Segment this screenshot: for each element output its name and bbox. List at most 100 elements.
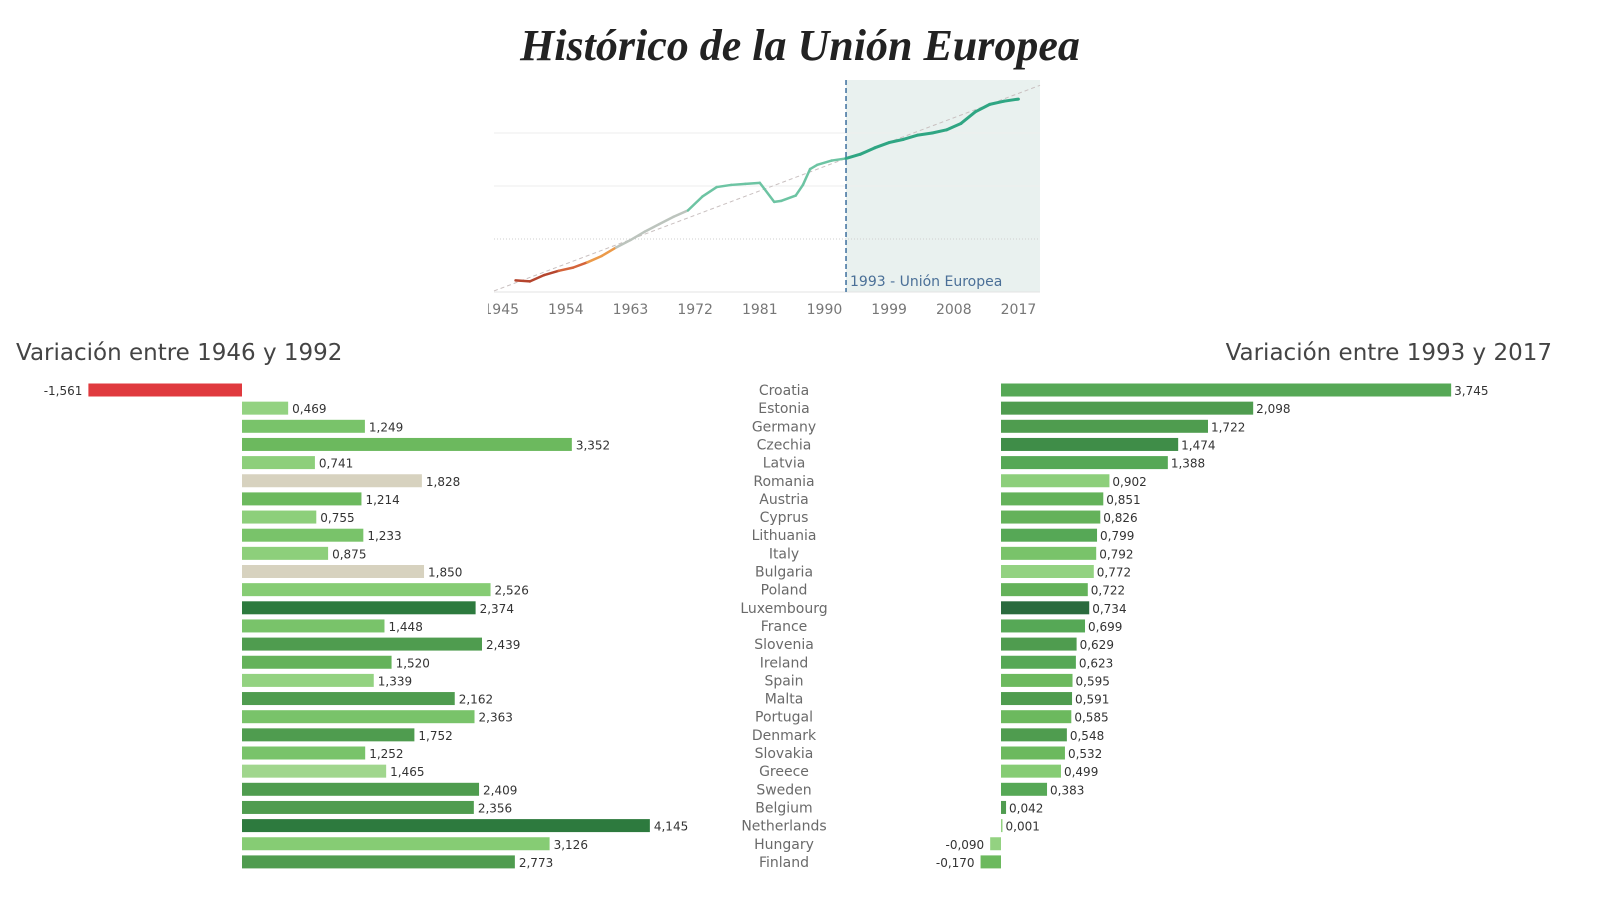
- series-segment: [543, 269, 560, 277]
- country-label: Germany: [752, 419, 816, 435]
- x-tick-label: 1963: [613, 302, 649, 318]
- series-segment: [557, 266, 575, 273]
- left-bar: [242, 728, 415, 742]
- series-segment: [744, 181, 762, 186]
- right-bar: [1001, 819, 1003, 833]
- right-bar-label: 0,772: [1097, 566, 1131, 580]
- x-tick-label: 1981: [742, 302, 778, 318]
- country-label: Romania: [753, 474, 814, 490]
- right-chart-title: Variación entre 1993 y 2017: [1225, 340, 1552, 366]
- left-bar-label: 0,741: [319, 457, 353, 471]
- right-bar: [1001, 474, 1110, 488]
- right-bar-label: 0,548: [1070, 729, 1104, 743]
- right-bar-label: 0,585: [1074, 711, 1108, 725]
- country-label: Netherlands: [741, 819, 826, 835]
- left-bar-label: 0,875: [332, 547, 366, 561]
- x-tick-label: 1990: [807, 302, 843, 318]
- country-label: Spain: [764, 673, 803, 689]
- right-bar-label: 0,623: [1079, 656, 1113, 670]
- series-segment: [701, 185, 718, 198]
- country-label: Cyprus: [760, 510, 809, 526]
- left-bar: [242, 655, 392, 669]
- left-bar: [242, 474, 422, 488]
- right-bar-label: 0,826: [1103, 511, 1137, 525]
- series-segment: [1002, 97, 1020, 103]
- series-segment: [528, 273, 546, 283]
- right-bar: [1001, 492, 1104, 506]
- x-tick-label: 1972: [677, 302, 713, 318]
- series-segment: [973, 102, 992, 114]
- right-bar: [1001, 746, 1065, 760]
- country-label: Bulgaria: [755, 565, 813, 581]
- right-bar: [1001, 437, 1179, 451]
- left-bar-label: 1,339: [378, 674, 412, 688]
- right-bar: [1001, 456, 1168, 470]
- left-bar-label: 1,249: [369, 420, 403, 434]
- right-bar: [1001, 764, 1061, 778]
- series-segment: [514, 279, 532, 283]
- country-label: Malta: [765, 692, 804, 708]
- series-segment: [715, 183, 733, 189]
- left-bar-label: 3,352: [576, 438, 610, 452]
- right-bar: [1001, 637, 1077, 651]
- series-segment: [672, 209, 690, 218]
- series-segment: [600, 246, 618, 258]
- right-bar-label: 0,902: [1112, 475, 1146, 489]
- country-label: Estonia: [758, 401, 810, 417]
- right-bar: [1001, 510, 1101, 524]
- right-bar-label: 0,591: [1075, 693, 1109, 707]
- left-bar-label: 2,162: [459, 693, 493, 707]
- right-bar: [1001, 528, 1098, 542]
- series-segment: [586, 254, 604, 264]
- left-chart-title: Variación entre 1946 y 1992: [16, 340, 343, 366]
- right-bar: [1001, 383, 1452, 397]
- series-segment: [830, 157, 848, 162]
- series-segment: [873, 141, 891, 150]
- left-bar-label: 3,126: [554, 838, 588, 852]
- left-bar: [242, 637, 482, 651]
- right-bar-label: 2,098: [1256, 402, 1290, 416]
- left-bar-label: 2,526: [495, 584, 529, 598]
- series-segment: [629, 230, 647, 242]
- series-segment: [780, 194, 797, 203]
- left-bar-label: 4,145: [654, 820, 688, 834]
- left-bar-label: 2,356: [478, 801, 512, 815]
- right-bar-label: 0,792: [1099, 547, 1133, 561]
- left-bar-label: 2,409: [483, 783, 517, 797]
- left-bar: [242, 565, 425, 578]
- x-tick-label: 1945: [488, 302, 519, 318]
- right-bar: [1001, 710, 1072, 724]
- country-label: Poland: [761, 583, 808, 599]
- page-title: Histórico de la Unión Europea: [520, 21, 1080, 70]
- series-segment: [808, 163, 819, 171]
- series-segment: [988, 99, 1006, 106]
- left-bar-label: 2,439: [486, 638, 520, 652]
- right-bar-label: 0,722: [1091, 584, 1125, 598]
- series-segment: [571, 261, 589, 269]
- left-bar: [242, 800, 474, 814]
- right-bar-label: 0,499: [1064, 765, 1098, 779]
- right-bar-label: 0,699: [1088, 620, 1122, 634]
- series-segment: [945, 121, 963, 132]
- country-label: Slovakia: [755, 746, 814, 762]
- country-label: Slovenia: [754, 637, 814, 653]
- series-segment: [801, 167, 812, 187]
- series-segment: [844, 152, 862, 160]
- series-segment: [686, 195, 704, 212]
- right-bar-label: 0,383: [1050, 783, 1084, 797]
- trend-line: [493, 84, 1041, 292]
- series-segment: [858, 146, 877, 156]
- country-label: Italy: [769, 546, 799, 562]
- country-label: Austria: [759, 492, 808, 508]
- right-bar: [990, 837, 1001, 851]
- left-bar: [242, 710, 475, 724]
- right-bar: [1001, 655, 1076, 669]
- right-bar-label: 0,629: [1080, 638, 1114, 652]
- left-bar: [242, 546, 329, 560]
- country-label: Finland: [759, 855, 809, 871]
- eu-marker-label: 1993 - Unión Europea: [850, 274, 1002, 290]
- right-bar: [1001, 546, 1097, 560]
- series-segment: [794, 183, 805, 197]
- country-label: Hungary: [754, 837, 814, 853]
